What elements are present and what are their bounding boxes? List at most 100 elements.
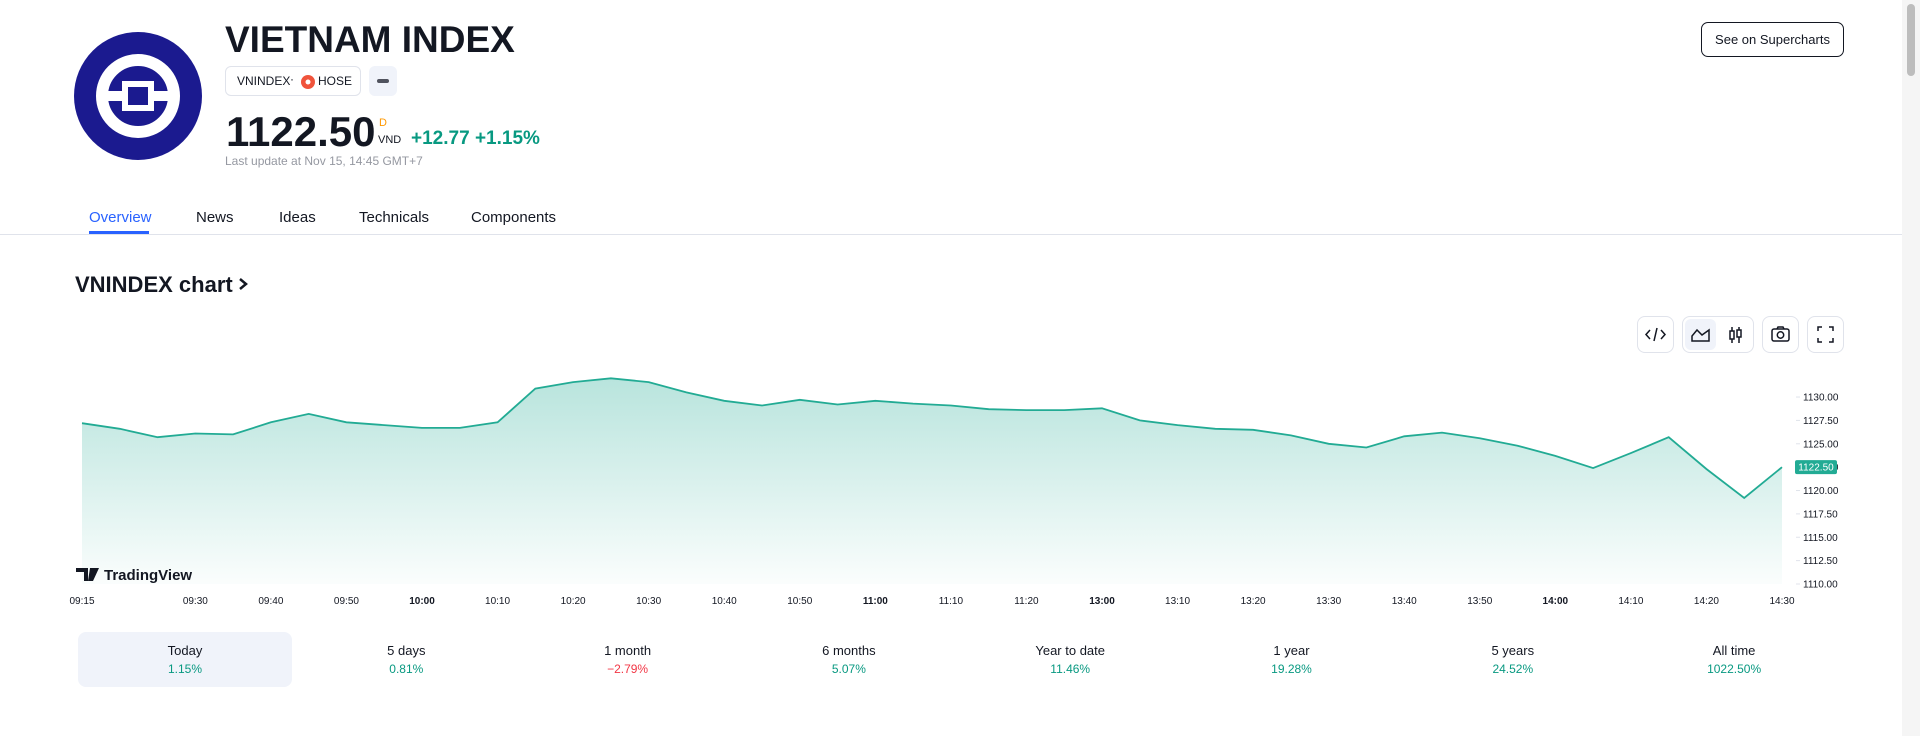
price: 1122.50	[226, 108, 376, 155]
snapshot-button[interactable]	[1762, 316, 1799, 353]
chart-style-group	[1682, 316, 1754, 353]
chart-title-text: VNINDEX chart	[75, 272, 233, 297]
tab[interactable]: News	[196, 209, 234, 226]
tab-underline	[89, 231, 149, 234]
y-tick-label: 1130.00	[1803, 393, 1839, 404]
period-cell[interactable]: 1 year 19.28%	[1185, 632, 1399, 687]
price-tag	[1795, 460, 1837, 475]
period-cell[interactable]: Year to date 11.46%	[963, 632, 1177, 687]
period-label: 1 month	[604, 643, 652, 658]
chart: 1110.00 1112.50 1115.00 1117.50 1120.00 1122.…	[69, 377, 1839, 607]
period-change: 1.15%	[167, 662, 203, 676]
x-tick-label: 10:10	[485, 596, 510, 607]
chart-title[interactable]: VNINDEX chart	[75, 272, 250, 298]
chevron	[238, 278, 248, 290]
exchange: HOSE	[318, 74, 353, 88]
change-percent: +1.15%	[474, 128, 540, 149]
supercharts-button[interactable]: See on Supercharts	[1701, 22, 1844, 57]
x-tick-label: 10:40	[712, 596, 737, 607]
scrollbar-thumb[interactable]	[1907, 4, 1915, 76]
fullscreen-icon	[1817, 326, 1834, 343]
y-tick-label: 1112.50	[1803, 556, 1838, 567]
last-update: Last update at Nov 15, 14:45 GMT+7	[225, 154, 423, 168]
x-tick-label: 10:20	[561, 596, 586, 607]
x-tick-label: 13:00	[1089, 596, 1115, 607]
change-value: +12.77	[411, 128, 470, 149]
period-cell[interactable]: All time 1022.50%	[1627, 632, 1841, 687]
period-label: Year to date	[1035, 643, 1105, 658]
brand: TradingView	[104, 567, 192, 584]
x-tick-label: 09:50	[334, 596, 359, 607]
camera-icon	[1771, 326, 1790, 342]
x-tick-label: 11:00	[863, 596, 888, 607]
area-fill	[82, 378, 1782, 584]
tab[interactable]: Ideas	[279, 209, 316, 226]
x-tick-label: 10:00	[409, 596, 435, 607]
period-change: 5.07%	[831, 662, 866, 676]
x-tick-label: 09:15	[69, 596, 94, 607]
period-change: −2.79%	[607, 662, 649, 676]
x-tick-label: 13:10	[1165, 596, 1190, 607]
x-tick-label: 10:50	[787, 596, 812, 607]
x-tick-label: 11:20	[1014, 596, 1039, 607]
x-tick-label: 14:30	[1769, 596, 1794, 607]
x-tick-label: 13:30	[1316, 596, 1341, 607]
x-tick-label: 13:50	[1467, 596, 1492, 607]
x-tick-label: 11:10	[939, 596, 964, 607]
price-flag: D	[379, 117, 387, 129]
fullscreen-button[interactable]	[1807, 316, 1844, 353]
period-label: 5 years	[1491, 643, 1535, 658]
y-tick-label: 1120.00	[1803, 486, 1839, 497]
y-tick-label: 1110.00	[1803, 580, 1838, 591]
y-tick-label: 1117.50	[1803, 509, 1838, 520]
period-label: All time	[1712, 643, 1756, 658]
line	[81, 377, 1783, 500]
period-cell[interactable]: 1 month −2.79%	[521, 632, 735, 687]
x-tick-label: 09:40	[258, 596, 283, 607]
scrollbar	[1902, 0, 1920, 736]
period-change: 1022.50%	[1707, 662, 1762, 676]
symbol: VNINDEX	[237, 74, 291, 88]
symbol-badge[interactable]: VNINDEX · HOSE	[225, 66, 361, 96]
candle-style-button[interactable]	[1720, 319, 1751, 350]
period-cell[interactable]: Today 1.15%	[78, 632, 292, 687]
x-tick-label: 09:30	[183, 596, 208, 607]
brand-logo	[76, 568, 99, 581]
area-style-button[interactable]	[1685, 319, 1716, 350]
period-cell[interactable]: 6 months 5.07%	[742, 632, 956, 687]
x-tick-label: 14:10	[1618, 596, 1643, 607]
x-tick-label: 14:20	[1694, 596, 1719, 607]
x-tick-label: 13:40	[1392, 596, 1417, 607]
tab[interactable]: Overview	[89, 209, 152, 226]
divider	[0, 234, 1902, 235]
period-change: 19.28%	[1271, 662, 1312, 676]
period-label: 6 months	[822, 643, 876, 658]
currency: VND	[378, 134, 402, 146]
area-icon	[1691, 328, 1710, 342]
x-tick-label: 10:30	[636, 596, 661, 607]
y-tick-label: 1127.50	[1803, 416, 1839, 427]
change: +12.77 +1.15%	[411, 128, 540, 150]
period-label: Today	[167, 643, 203, 658]
separator: ·	[290, 72, 294, 86]
embed-icon	[1644, 327, 1667, 342]
logo	[74, 32, 202, 160]
period-cell[interactable]: 5 years 24.52%	[1406, 632, 1620, 687]
y-tick-label: 1115.00	[1803, 533, 1838, 544]
period-change: 11.46%	[1050, 662, 1091, 676]
y-tick-label: 1125.00	[1803, 439, 1839, 450]
exchange-icon	[301, 75, 315, 89]
x-tick-label: 13:20	[1241, 596, 1266, 607]
period-cell[interactable]: 5 days 0.81%	[299, 632, 513, 687]
candle-icon	[1729, 327, 1742, 343]
embed-button[interactable]	[1637, 316, 1674, 353]
more-button[interactable]	[369, 66, 397, 96]
title: VIETNAM INDEX	[225, 19, 515, 60]
tab[interactable]: Components	[471, 209, 557, 226]
minus-icon	[377, 79, 389, 83]
period-label: 1 year	[1273, 643, 1310, 658]
period-change: 24.52%	[1492, 662, 1534, 676]
tab[interactable]: Technicals	[359, 209, 430, 226]
price-tag-label: 1122.50	[1798, 463, 1834, 474]
